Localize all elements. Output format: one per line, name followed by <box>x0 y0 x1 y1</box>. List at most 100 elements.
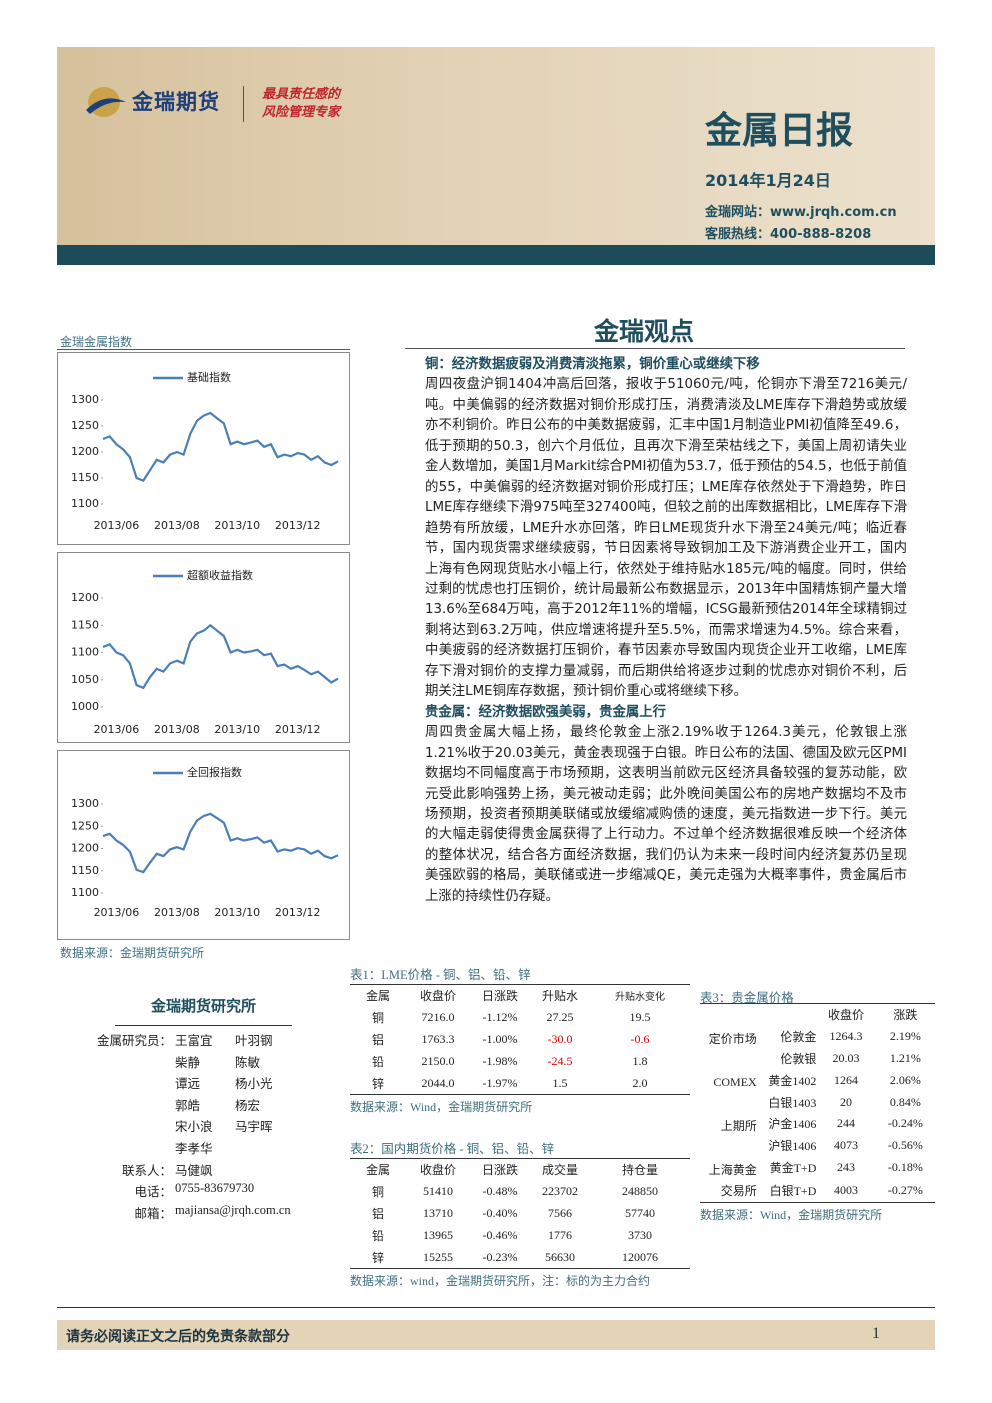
hotline: 客服热线：400-888-8208 <box>705 227 872 242</box>
header-cell: 收盘价 <box>419 1163 456 1178</box>
y-tick-label: 1100 <box>71 646 99 659</box>
research-name: 陈敏 <box>235 1055 261 1070</box>
table-cell: -0.27% <box>887 1182 923 1197</box>
table-cell: 2.0 <box>632 1075 648 1090</box>
article-paragraph: 周四贵金属大幅上扬，最终伦敦金上涨2.19%收于1264.3美元，伦敦银上涨1.… <box>425 725 907 904</box>
table-row: 锌 2044.0 -1.97% 1.5 2.0 <box>350 1072 690 1094</box>
table-cell: 1.5 <box>552 1075 568 1090</box>
legend-label: 超额收益指数 <box>187 568 253 582</box>
table-source: 数据来源：Wind，金瑞期货研究所 <box>700 1207 883 1222</box>
table-cell: 铅 <box>371 1054 384 1069</box>
table-cell: 黄金1402 <box>768 1073 817 1088</box>
table-row: 铝 13710 -0.40% 7566 57740 <box>350 1203 690 1225</box>
table-cell: 2.19% <box>889 1029 921 1044</box>
header-bar <box>57 245 935 265</box>
x-tick-label: 2013/08 <box>154 519 200 532</box>
research-label: 联系人： <box>121 1163 172 1178</box>
research-name: 0755-83679730 <box>175 1181 255 1196</box>
table-cell: 铜 <box>371 1011 384 1026</box>
section-rule <box>405 348 905 349</box>
research-name: majiansa@jrqh.com.cn <box>175 1202 291 1217</box>
table-cell: -1.98% <box>482 1053 518 1068</box>
table-cell: 223702 <box>542 1184 578 1199</box>
table-cell: 伦敦金 <box>780 1030 817 1045</box>
logo-divider <box>243 86 244 122</box>
table-cell: -24.5 <box>547 1053 573 1068</box>
y-tick-label: 1050 <box>71 673 99 686</box>
x-tick-label: 2013/10 <box>214 723 260 736</box>
panel-source: 数据来源：金瑞期货研究所 <box>60 946 205 960</box>
table-source: 数据来源：wind，金瑞期货研究所，注：标的为主力合约 <box>350 1273 651 1288</box>
table-cell: 沪金1406 <box>768 1117 817 1132</box>
header-cell: 升贴水 <box>541 989 578 1004</box>
table-cell: 120076 <box>622 1249 658 1264</box>
article-heading: 贵金属：经济数据欧强美弱，贵金属上行 <box>425 704 667 720</box>
y-tick-label: 1100 <box>71 886 99 899</box>
slogan-line: 风险管理专家 <box>262 105 341 120</box>
header-cell: 持仓量 <box>621 1163 658 1178</box>
y-tick-label: 1200 <box>71 445 99 458</box>
table-cell: 1264 <box>834 1072 859 1087</box>
table-row: 铜 7216.0 -1.12% 27.25 19.5 <box>350 1007 690 1029</box>
table-cell: 20.03 <box>832 1050 860 1065</box>
table-cell: 2044.0 <box>421 1075 455 1090</box>
x-tick-label: 2013/08 <box>154 723 200 736</box>
research-name: 谭远 <box>175 1077 201 1092</box>
table-cell: 1264.3 <box>829 1029 863 1044</box>
table-cell: 27.25 <box>546 1010 574 1025</box>
table-row: 铅 2150.0 -1.98% -24.5 1.8 <box>350 1050 690 1072</box>
y-tick-label: 1200 <box>71 591 99 604</box>
table-cell: 锌 <box>371 1076 384 1091</box>
market-cell: 上期所 <box>720 1118 757 1133</box>
table-cell: 白银T+D <box>769 1183 817 1198</box>
y-tick-label: 1000 <box>71 700 99 713</box>
market-cell: 上海黄金交易所 <box>708 1162 757 1198</box>
header-cell: 涨跌 <box>893 1008 918 1023</box>
table-cell: 248850 <box>622 1184 658 1199</box>
line-chart: 1100 1150 1200 1250 1300 2013/06 2013/08 2013/1… <box>57 750 350 940</box>
panel-label: 金瑞金属指数 <box>60 335 133 349</box>
x-tick-label: 2013/10 <box>214 519 260 532</box>
table-cell: 244 <box>837 1116 856 1131</box>
table-cell: 铝 <box>371 1032 384 1047</box>
line-chart: 1000 1050 1100 1150 1200 2013/06 2013/08 2013/1… <box>57 552 350 743</box>
table-row: 白银T+D 4003 -0.27% <box>700 1179 935 1202</box>
y-tick-label: 1150 <box>71 618 99 631</box>
data-table: 收盘价 涨跌 定价市场 伦敦金 1264.3 2.19% 伦敦银 20.03 1.21% COME… <box>700 1003 935 1203</box>
header-cell: 成交量 <box>541 1163 578 1178</box>
y-tick-label: 1300 <box>71 797 99 810</box>
table-cell: -0.18% <box>887 1160 923 1175</box>
panel-rule <box>57 349 350 350</box>
table-cell: -0.23% <box>482 1249 518 1264</box>
table-row: 铜 51410 -0.48% 223702 248850 <box>350 1181 690 1203</box>
header-cell: 收盘价 <box>828 1008 865 1023</box>
logo-swoosh <box>86 98 126 114</box>
x-tick-label: 2013/06 <box>94 723 140 736</box>
table-cell: 243 <box>837 1160 856 1175</box>
y-tick-label: 1200 <box>71 842 99 855</box>
table-cell: 1.21% <box>889 1050 921 1065</box>
table-cell: 1.8 <box>632 1053 648 1068</box>
market-cell: 定价市场 <box>708 1031 757 1046</box>
data-table: 金属 收盘价 日涨跌 升贴水 升贴水变化铜 7216.0 -1.12% 27.25 19.5 铝 1… <box>350 984 690 1095</box>
header-row: 收盘价 涨跌 <box>700 1004 935 1026</box>
table-row: 定价市场 伦敦金 1264.3 2.19% <box>700 1026 935 1048</box>
series-line <box>102 623 339 690</box>
footer-rule <box>57 1307 935 1308</box>
table-cell: 0.84% <box>889 1094 921 1109</box>
y-tick-label: 1250 <box>71 419 99 432</box>
table-cell: 4073 <box>834 1138 859 1153</box>
table-cell: 15255 <box>423 1249 453 1264</box>
y-tick-label: 1100 <box>71 497 99 510</box>
website: 金瑞网站：www.jrqh.com.cn <box>705 205 897 220</box>
research-name: 杨小光 <box>235 1077 273 1092</box>
table-title: 表3：贵金属价格 <box>700 991 794 1005</box>
y-tick-label: 1300 <box>71 393 99 406</box>
table-cell: 56630 <box>545 1249 575 1264</box>
report-date: 2014年1月24日 <box>705 171 831 190</box>
table1: 表1：LME价格 - 铜、铝、铅、锌 金属 收盘价 日涨跌 升贴水 升贴水变化铜 7216.… <box>350 964 690 1115</box>
table-cell: -0.24% <box>887 1116 923 1131</box>
x-tick-label: 2013/06 <box>94 906 140 919</box>
table-cell: 铅 <box>371 1228 384 1243</box>
